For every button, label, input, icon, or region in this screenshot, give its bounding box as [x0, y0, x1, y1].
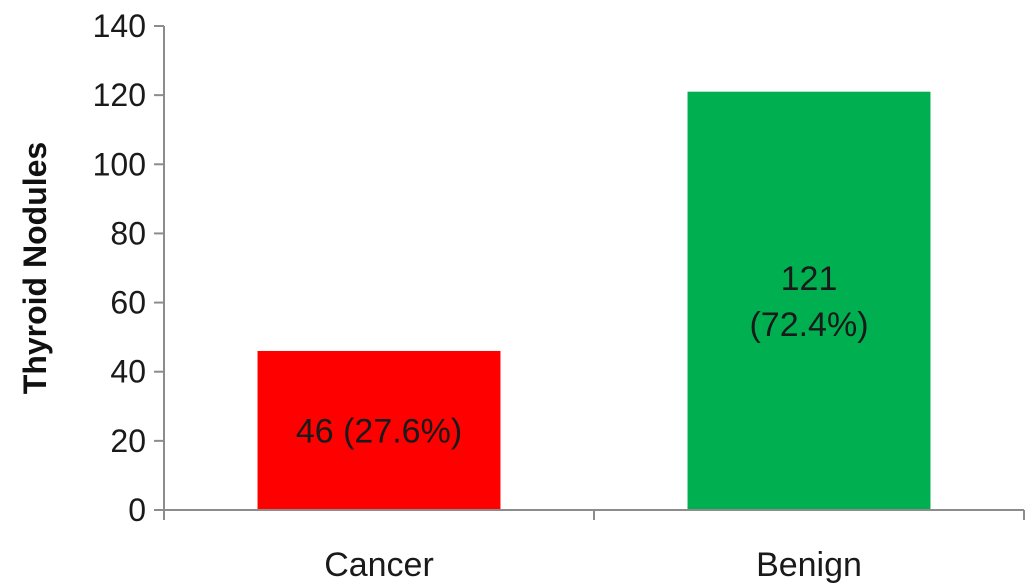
y-tick-label: 40	[110, 354, 146, 390]
data-label: 121	[781, 260, 838, 298]
data-label: 46 (27.6%)	[296, 412, 462, 450]
y-tick-label: 80	[110, 215, 146, 251]
x-axis: Cancer Benign	[163, 509, 1025, 584]
x-tick-label: Cancer	[324, 546, 434, 584]
x-tick-label: Benign	[756, 546, 862, 584]
y-axis: 0 20 40 60 80 100 120 140	[93, 8, 165, 528]
bars: 46 (27.6%) 121 (72.4%)	[257, 91, 931, 510]
bar-cancer	[257, 350, 501, 510]
y-tick-label: 120	[93, 77, 146, 113]
y-tick-label: 0	[128, 492, 146, 528]
bar-benign	[687, 91, 931, 510]
data-label: (72.4%)	[749, 306, 868, 344]
y-axis-title: Thyroid Nodules	[17, 142, 53, 394]
y-tick-label: 60	[110, 285, 146, 321]
y-tick-label: 100	[93, 146, 146, 182]
y-tick-label: 20	[110, 423, 146, 459]
y-tick-label: 140	[93, 8, 146, 44]
